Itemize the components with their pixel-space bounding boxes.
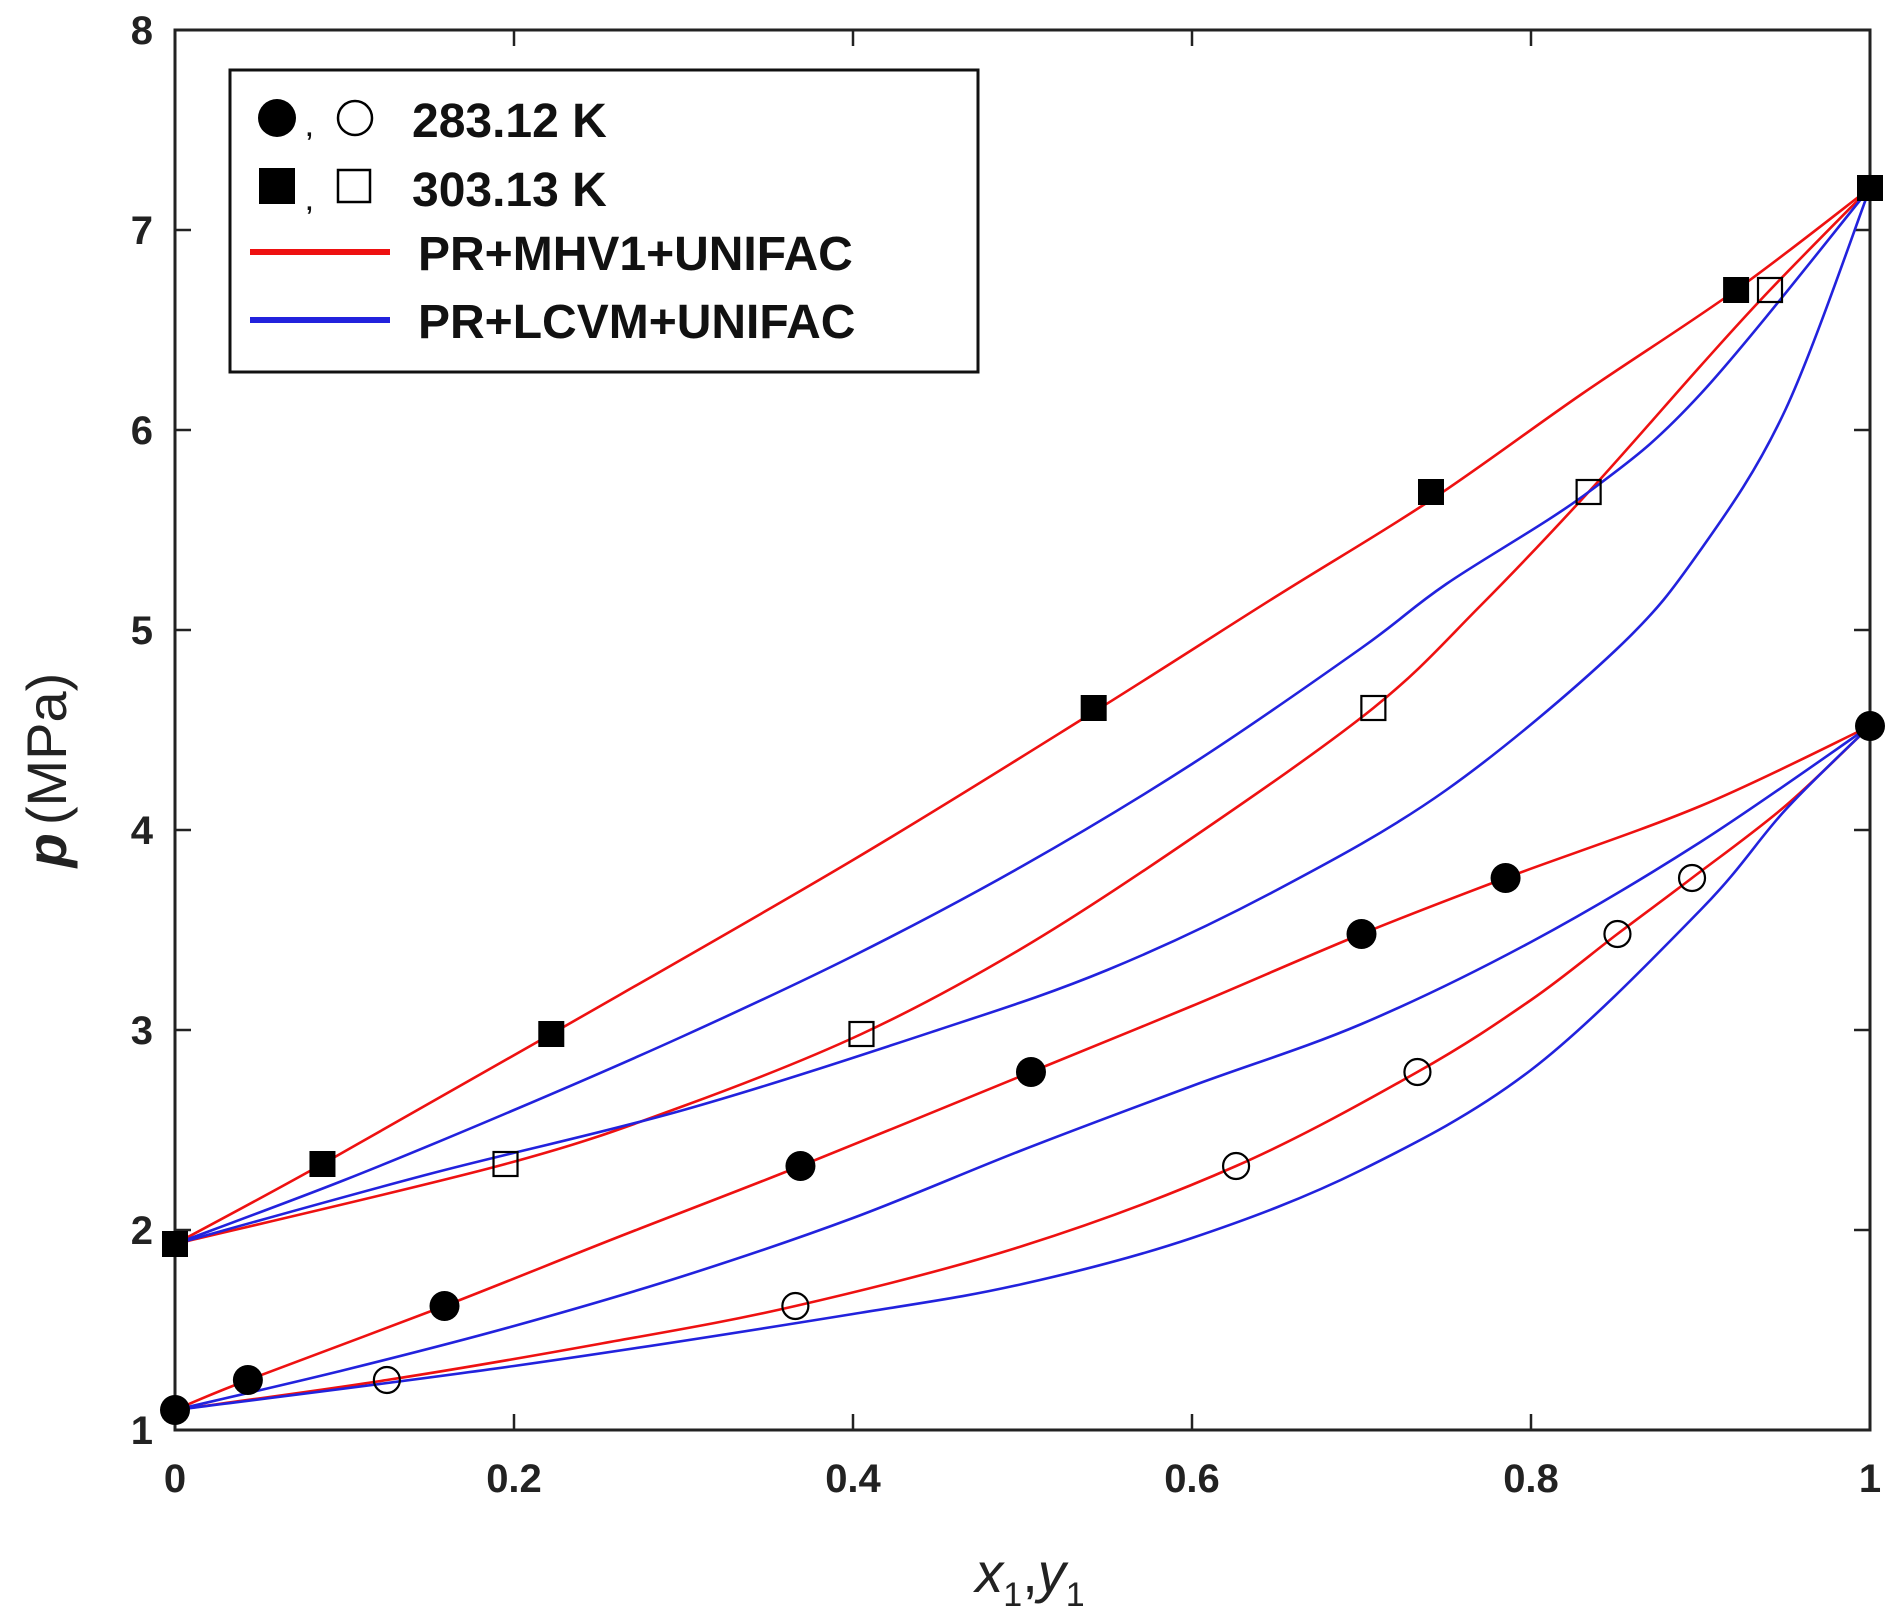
filled-square-point <box>1417 479 1444 505</box>
curve-mhv1-5 <box>174 725 1871 1412</box>
x-axis-var: x <box>972 1541 1005 1604</box>
legend-separator: , <box>306 189 313 216</box>
x-tick-label: 0.2 <box>486 1457 542 1501</box>
open-square-point <box>1756 276 1784 304</box>
x-axis-sub2: 1 <box>1066 1576 1085 1612</box>
x-tick-label: 0 <box>164 1457 186 1501</box>
y-tick-label: 5 <box>131 609 153 653</box>
y-tick-label: 8 <box>131 9 153 53</box>
open-circle-point <box>1603 919 1632 949</box>
filled-square-point <box>538 1021 565 1047</box>
filled-square-point <box>1723 277 1750 303</box>
filled-circle-point <box>232 1365 263 1395</box>
legend-label-303K: 303.13 K <box>412 164 607 217</box>
y-tick-label: 7 <box>131 209 153 253</box>
y-axis-unit: (MPa) <box>15 673 78 825</box>
filled-circle-point <box>1490 863 1521 893</box>
open-circle-point <box>1677 863 1707 893</box>
x-tick-labels: 0 0.2 0.4 0.6 0.8 1 <box>164 1457 1881 1501</box>
open-circle-point <box>1221 1151 1251 1181</box>
x-axis-sep: , <box>1022 1541 1038 1604</box>
open-square-point <box>492 1150 519 1178</box>
x-tick-label: 0.6 <box>1164 1457 1220 1501</box>
legend-open-square-marker <box>336 168 372 204</box>
curve-lcvm-7 <box>174 725 1871 1412</box>
legend-entry-303K: , 303.13 K <box>259 164 607 217</box>
filled-circle-point <box>160 1395 190 1425</box>
y-tick-label: 3 <box>131 1009 153 1053</box>
filled-square-point <box>1857 175 1883 201</box>
y-tick-labels: 1 2 3 4 5 6 7 8 <box>131 9 154 1453</box>
legend-label-mhv1: PR+MHV1+UNIFAC <box>418 228 853 281</box>
legend-entry-283K: , 283.12 K <box>258 95 607 148</box>
x-tick-label: 0.4 <box>825 1457 881 1501</box>
experimental-points <box>160 175 1885 1425</box>
y-axis-var: p <box>15 833 78 869</box>
legend: , 283.12 K , 303.13 K PR+MHV1+UNIFAC PR+… <box>228 68 980 374</box>
x-axis-label: x1,y1 <box>972 1541 1084 1612</box>
legend-filled-square-marker <box>259 168 295 204</box>
x-axis-sub: 1 <box>1003 1576 1022 1612</box>
curve-lcvm-2 <box>174 187 1872 1246</box>
open-circle-point <box>372 1365 401 1395</box>
curve-lcvm-6 <box>174 724 1871 1412</box>
legend-entry-lcvm: PR+LCVM+UNIFAC <box>250 296 855 349</box>
open-circle-point <box>781 1291 810 1321</box>
filled-square-point <box>162 1231 188 1257</box>
filled-circle-point <box>1015 1057 1046 1087</box>
filled-circle-point <box>429 1291 460 1321</box>
legend-label-283K: 283.12 K <box>412 95 607 148</box>
filled-circle-point <box>1346 919 1377 949</box>
x-tick-label: 1 <box>1859 1457 1881 1501</box>
x-axis-var2: y <box>1034 1541 1069 1604</box>
y-tick-label: 2 <box>131 1209 153 1253</box>
legend-separator: , <box>306 115 313 142</box>
curve-mhv1-1 <box>174 187 1871 1246</box>
curve-mhv1-0 <box>174 186 1871 1246</box>
x-tick-label: 0.8 <box>1503 1457 1559 1501</box>
legend-filled-circle-marker <box>258 99 296 137</box>
filled-square-point <box>1080 695 1107 721</box>
filled-square-point <box>309 1151 336 1177</box>
y-tick-label: 4 <box>131 809 154 853</box>
open-square-point <box>1575 478 1602 506</box>
y-tick-label: 1 <box>131 1409 153 1453</box>
filled-circle-point <box>785 1151 816 1181</box>
y-axis-label: p (MPa) <box>15 673 78 870</box>
open-circle-point <box>1403 1057 1432 1087</box>
legend-entry-mhv1: PR+MHV1+UNIFAC <box>250 228 853 281</box>
open-square-point <box>1360 694 1387 722</box>
legend-label-lcvm: PR+LCVM+UNIFAC <box>418 296 855 349</box>
legend-open-circle-marker <box>336 99 374 137</box>
y-tick-label: 6 <box>131 409 153 453</box>
curve-lcvm-3 <box>174 187 1872 1246</box>
filled-circle-point <box>1855 711 1885 741</box>
open-square-point <box>848 1020 875 1048</box>
